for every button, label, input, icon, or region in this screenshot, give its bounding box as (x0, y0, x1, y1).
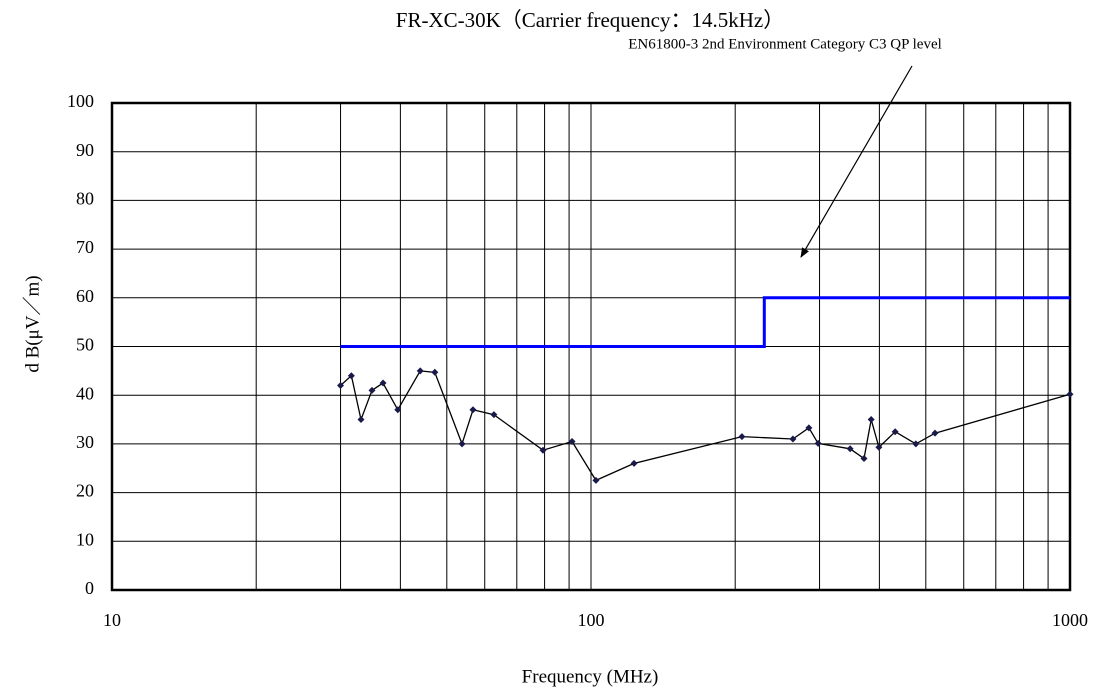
data-point (789, 435, 797, 443)
data-point (394, 406, 402, 414)
annotation: EN61800-3 2nd Environment Category C3 QP… (628, 36, 942, 52)
data-point (458, 440, 466, 448)
x-tick-label: 100 (578, 610, 605, 630)
y-tick-label: 10 (76, 529, 94, 549)
y-tick-label: 70 (76, 237, 94, 257)
data-point (814, 439, 822, 447)
data-point (416, 367, 424, 375)
data-point (805, 424, 813, 432)
plot-border (110, 101, 1072, 592)
data-point (1066, 390, 1074, 398)
data-point (867, 416, 875, 424)
y-tick-label: 40 (76, 383, 94, 403)
data-point (931, 429, 939, 437)
y-tick-label: 50 (76, 335, 94, 355)
data-point (539, 446, 547, 454)
data-point (347, 372, 355, 380)
y-axis-label: d B(μV／m) (21, 275, 43, 372)
data-point (490, 411, 498, 419)
data-point (337, 381, 345, 389)
y-tick-label: 30 (76, 432, 94, 452)
annotation-arrow (800, 65, 913, 258)
y-tick-label: 60 (76, 286, 94, 306)
y-tick-label: 100 (67, 91, 94, 111)
y-tick-label: 0 (85, 578, 94, 598)
data-point (875, 443, 883, 451)
data-point (891, 428, 899, 436)
x-tick-label: 1000 (1052, 610, 1088, 630)
data-point (431, 368, 439, 376)
series-line (340, 296, 1070, 348)
data-point (379, 379, 387, 387)
data-point (568, 437, 576, 445)
x-axis-label: Frequency (MHz) (522, 666, 659, 687)
series-line (340, 370, 1071, 482)
y-tick-label: 20 (76, 481, 94, 501)
data-point (846, 445, 854, 453)
data-point (630, 459, 638, 467)
data-point (357, 416, 365, 424)
chart-title: FR-XC-30K（Carrier frequency：14.5kHz） (396, 8, 784, 32)
y-tick-label: 90 (76, 140, 94, 160)
data-point (368, 386, 376, 394)
data-point (738, 433, 746, 441)
data-point (912, 440, 920, 448)
x-tick-label: 10 (103, 610, 121, 630)
data-point (592, 476, 600, 484)
data-point (860, 455, 868, 463)
data-point (469, 406, 477, 414)
y-tick-label: 80 (76, 189, 94, 209)
